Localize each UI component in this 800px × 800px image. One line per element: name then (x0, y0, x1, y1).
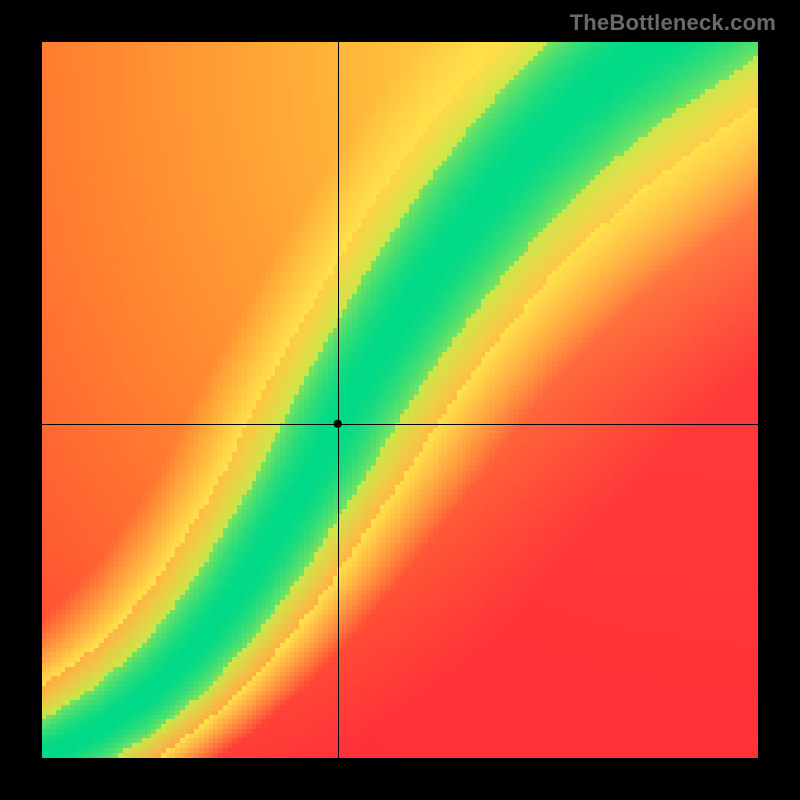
heatmap-canvas (42, 42, 758, 758)
figure-root: TheBottleneck.com (0, 0, 800, 800)
watermark-text: TheBottleneck.com (570, 10, 776, 36)
plot-area (42, 42, 758, 758)
